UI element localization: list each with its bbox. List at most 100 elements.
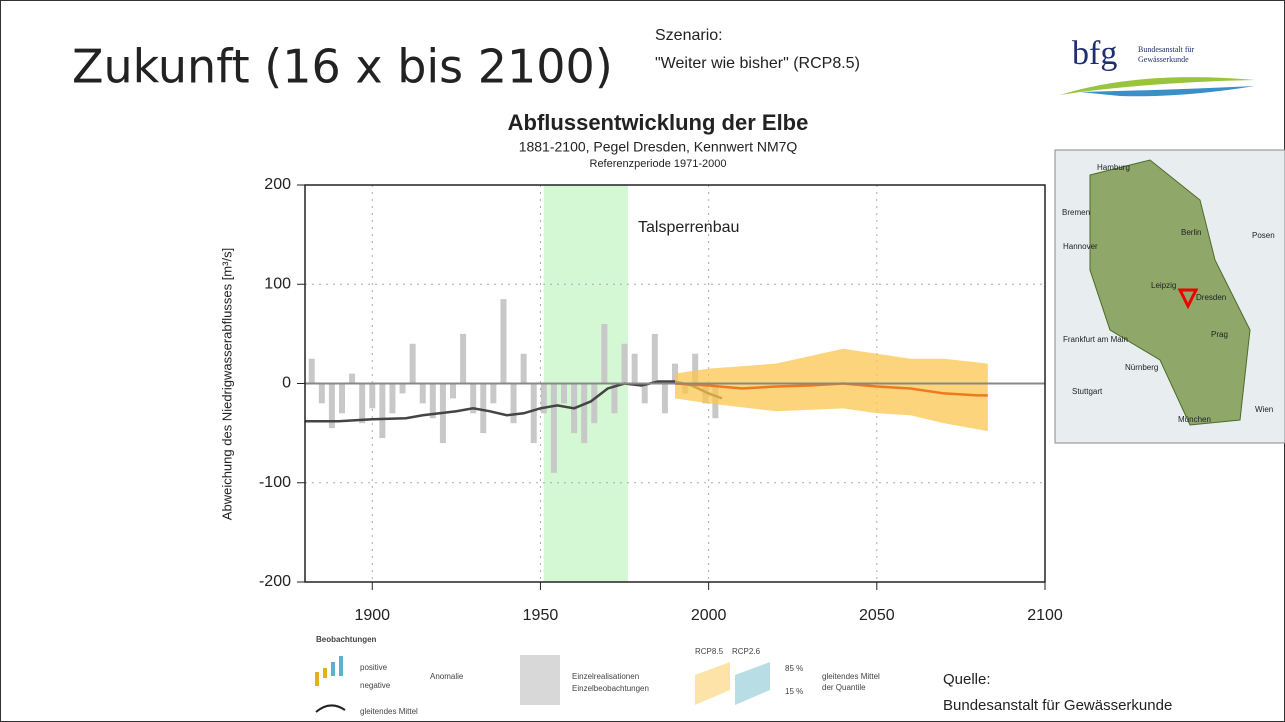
y-tick-label: 200	[264, 176, 291, 193]
legend-text: 15 %	[785, 687, 803, 696]
logo-swoosh	[1080, 86, 1255, 97]
bar	[621, 343, 628, 384]
legend-text: RCP8.5	[695, 647, 724, 656]
source-label: Quelle:	[943, 671, 991, 688]
map-marker	[1177, 288, 1199, 310]
bar	[530, 383, 537, 444]
bar	[389, 383, 396, 414]
legend-text: negative	[360, 681, 391, 690]
logo-swoosh	[1060, 77, 1255, 95]
bar	[540, 383, 547, 414]
slide-title: Zukunft (16 x bis 2100)	[72, 40, 613, 94]
bar	[500, 299, 507, 384]
legend-text: gleitendes Mittel	[360, 707, 418, 716]
chart-title: Abflussentwicklung der Elbe	[508, 110, 809, 135]
x-tick-label: 1900	[354, 607, 390, 624]
bar	[409, 343, 416, 384]
x-tick-label: 2050	[859, 607, 895, 624]
source: Bundesanstalt für Gewässerkunde	[943, 697, 1172, 714]
legend-text: der Quantile	[822, 683, 866, 692]
chart-subtitle: 1881-2100, Pegel Dresden, Kennwert NM7Q	[519, 139, 798, 155]
map-label: Hannover	[1063, 242, 1098, 251]
map-label: Posen	[1252, 231, 1275, 240]
legend-text: Anomalie	[430, 672, 464, 681]
bar	[470, 383, 477, 414]
bar	[510, 383, 517, 424]
legend-text: positive	[360, 663, 388, 672]
x-tick-label: 1950	[523, 607, 559, 624]
bar	[601, 323, 608, 384]
legend-icon	[520, 655, 560, 705]
bar	[318, 383, 325, 404]
bar	[349, 373, 356, 384]
y-tick-label: -100	[259, 474, 291, 491]
bar	[591, 383, 598, 424]
bar	[520, 353, 527, 384]
legend-text: gleitendes Mittel	[822, 672, 880, 681]
map-label: Prag	[1211, 330, 1228, 339]
map-label: Leipzig	[1151, 281, 1176, 290]
y-tick-label: 100	[264, 275, 291, 292]
y-axis-label: Abweichung des Niedrigwasserabflusses [m…	[219, 248, 234, 520]
bar	[611, 383, 618, 414]
map-label: Hamburg	[1097, 163, 1130, 172]
legend-text: Einzelrealisationen	[572, 672, 639, 681]
bar	[692, 353, 699, 384]
bar	[631, 353, 638, 384]
x-tick-label: 2100	[1027, 607, 1063, 624]
y-tick-label: -200	[259, 573, 291, 590]
y-tick-label: 0	[282, 375, 291, 392]
legend-icon	[331, 662, 335, 676]
bar	[359, 383, 366, 424]
plot-frame	[304, 184, 1046, 583]
logo: bfg	[1072, 35, 1117, 72]
bar	[339, 383, 345, 414]
bar	[369, 383, 376, 409]
legend-text: Einzelbeobachtungen	[572, 684, 649, 693]
legend-icon	[323, 668, 327, 678]
bar	[379, 383, 386, 439]
chart-note: Referenzperiode 1971-2000	[590, 158, 727, 170]
scenario: "Weiter wie bisher" (RCP8.5)	[655, 55, 860, 72]
mean-line	[305, 380, 723, 423]
bar	[480, 383, 487, 434]
bar	[490, 383, 497, 404]
bar	[561, 383, 567, 404]
bar	[460, 333, 467, 384]
map-label: Stuttgart	[1072, 387, 1103, 396]
bar	[641, 383, 648, 404]
bar	[429, 383, 436, 419]
bar	[328, 383, 335, 429]
bar	[661, 383, 668, 414]
map-label: Berlin	[1181, 228, 1201, 237]
bar	[308, 358, 315, 384]
bar	[651, 333, 658, 384]
plot: -200 -100 0 100 200 1900 1950 2000 2050 2100 Talsp…	[259, 176, 1063, 624]
bar	[419, 383, 426, 404]
legend-icon	[735, 662, 770, 705]
legend-icon	[339, 656, 343, 676]
logo-sub: Bundesanstalt für	[1138, 45, 1195, 54]
map-label: München	[1178, 415, 1211, 424]
bar	[399, 383, 406, 394]
legend-text: 85 %	[785, 664, 803, 673]
legend-text: Beobachtungen	[316, 635, 377, 644]
legend-icon	[695, 662, 730, 705]
legend: Beobachtungen positive negative Anomalie…	[315, 635, 880, 716]
bar	[581, 383, 588, 444]
x-tick-label: 2000	[691, 607, 727, 624]
map-label: Bremen	[1062, 208, 1090, 217]
legend-text: RCP2.6	[732, 647, 761, 656]
bar	[450, 383, 456, 399]
map-basin	[1089, 159, 1251, 426]
map-label: Wien	[1255, 405, 1273, 414]
legend-icon	[315, 704, 346, 713]
bar	[550, 383, 557, 473]
annotation: Talsperrenbau	[638, 219, 739, 236]
map-label: Nürnberg	[1125, 363, 1158, 372]
quantile-band	[675, 348, 988, 432]
map-label: Dresden	[1196, 293, 1226, 302]
scenario-label: Szenario:	[655, 27, 723, 44]
logo-sub: Gewässerkunde	[1138, 55, 1189, 64]
